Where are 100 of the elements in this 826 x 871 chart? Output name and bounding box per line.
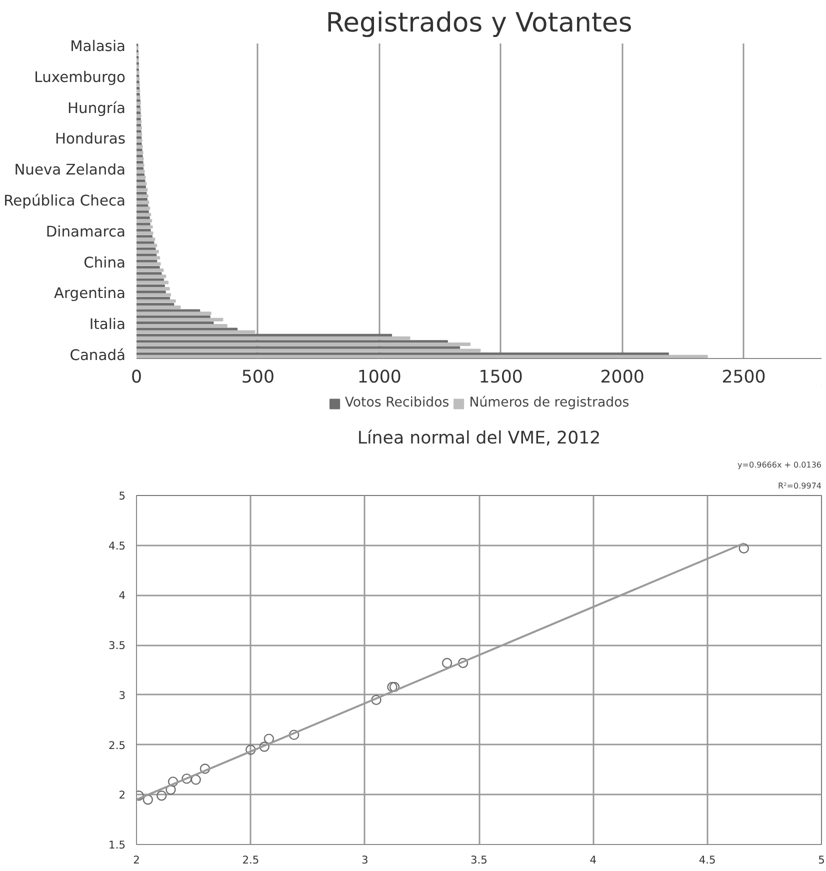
- y-tick-label: Malasia: [70, 38, 126, 56]
- point: [246, 744, 256, 755]
- bar: [136, 70, 140, 74]
- bar: [136, 268, 164, 272]
- bar: [136, 280, 169, 284]
- x-tick-label: 1000: [357, 368, 402, 388]
- x-tick-label: 500: [241, 368, 274, 388]
- bar: [136, 336, 410, 340]
- bar: [136, 206, 150, 210]
- legend-label: Votos Recibidos: [344, 396, 450, 410]
- point: [168, 776, 178, 787]
- bar: [136, 96, 140, 99]
- bar: [136, 188, 148, 192]
- point: [288, 730, 300, 740]
- bar: [136, 200, 150, 204]
- bar: [136, 176, 146, 180]
- bar: [136, 231, 154, 235]
- x-tick-label: 2.5: [242, 854, 260, 866]
- y-tick-label: 5: [118, 490, 126, 502]
- y-tick-label: Honduras: [54, 130, 126, 148]
- y-tick-label: 3.5: [108, 639, 126, 652]
- point: [259, 742, 270, 752]
- bar: [136, 120, 142, 124]
- y-tick-label: China: [84, 254, 126, 272]
- bar: [136, 244, 158, 248]
- bar: [136, 274, 166, 278]
- bar: [136, 286, 170, 290]
- legend-label: Números de registrados: [469, 396, 630, 410]
- point: [389, 682, 400, 692]
- y-tick-label: Hungría: [68, 100, 126, 117]
- bar: [136, 126, 142, 130]
- point: [264, 734, 274, 744]
- y-tick-label: 4.5: [108, 539, 126, 552]
- point: [738, 543, 749, 554]
- bar: [136, 318, 224, 322]
- point: [142, 794, 154, 805]
- x-tick-label: 3.5: [470, 854, 488, 866]
- x-tick-label: 0: [130, 368, 142, 388]
- bar: [136, 212, 152, 216]
- y-tick-label: Argentina: [54, 285, 126, 302]
- point: [458, 658, 468, 668]
- y-tick-label: Nueva Zelanda: [14, 162, 126, 179]
- y-tick-label: Italia: [89, 316, 126, 334]
- y-tick-label: Canadá: [70, 346, 126, 364]
- y-tick-label: 1.5: [108, 838, 126, 852]
- point: [387, 682, 398, 692]
- bar: [136, 306, 181, 309]
- y-tick-label: República Checa: [4, 192, 126, 210]
- bar: [136, 138, 142, 142]
- chart-title: Línea normal del VME, 2012: [357, 428, 601, 448]
- bar: [136, 250, 159, 254]
- y-tick-label: Luxemburgo: [34, 68, 126, 86]
- bar: [136, 132, 142, 136]
- x-tick-label: 1500: [478, 368, 523, 388]
- bar: [136, 114, 142, 118]
- bar: [136, 182, 147, 186]
- bar: [136, 89, 140, 93]
- bar: [136, 238, 156, 242]
- bar: [136, 157, 144, 161]
- y-tick-label: 2: [118, 788, 126, 802]
- bar: [136, 348, 481, 352]
- chart-title: Registrados y Votantes: [326, 8, 632, 38]
- bar: [136, 163, 144, 167]
- bar: [136, 219, 152, 222]
- bar: [136, 312, 212, 316]
- point: [156, 790, 167, 801]
- bar: [136, 83, 140, 87]
- point: [200, 764, 210, 774]
- bar: [136, 330, 256, 334]
- x-tick-label: 3: [361, 854, 368, 866]
- bar: [136, 299, 176, 303]
- point: [371, 694, 382, 706]
- x-tick-label: 2000: [600, 368, 644, 388]
- x-tick-label: 5: [818, 854, 825, 866]
- x-tick-label: 2500: [722, 368, 766, 388]
- bar: [136, 144, 143, 148]
- y-tick-label: Dinamarca: [46, 223, 126, 240]
- text: y=0.9666x + 0.0136: [738, 460, 822, 470]
- bar: [136, 256, 160, 260]
- x-tick-label: 4: [590, 854, 597, 866]
- point: [190, 774, 201, 785]
- y-tick-label: 4: [118, 589, 126, 602]
- bar: [136, 342, 471, 346]
- x-tick-label: 2: [133, 854, 140, 866]
- point: [182, 774, 192, 784]
- bar: [136, 170, 145, 174]
- bar: [136, 293, 172, 297]
- bar: [136, 64, 140, 68]
- y-tick-label: 3: [118, 688, 126, 702]
- point: [442, 658, 452, 668]
- x-tick-label: 4.5: [698, 854, 716, 866]
- bar: [136, 225, 153, 229]
- bar: [136, 151, 144, 155]
- y-tick-label: 2.5: [108, 738, 126, 752]
- bar: [136, 108, 142, 112]
- text: R²=0.9974: [778, 482, 822, 490]
- bar: [136, 324, 228, 328]
- bar: [136, 76, 140, 80]
- bar: [136, 194, 148, 198]
- bar: [136, 102, 141, 106]
